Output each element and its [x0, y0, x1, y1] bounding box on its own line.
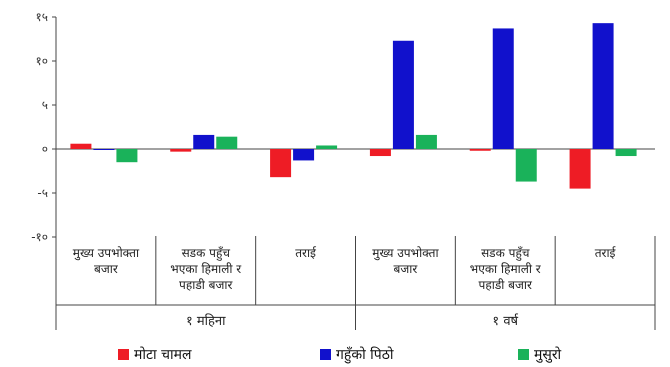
x-tick-label-line: पहाडी बजार — [179, 278, 234, 292]
bar — [293, 149, 315, 161]
bar — [93, 149, 115, 150]
x-tick-label: सडक पहुँच भएका हिमाली र पहाडी बजार — [170, 246, 242, 292]
legend-label: मुसुरो — [534, 346, 562, 363]
bar — [415, 134, 437, 149]
x-tick-label-line: मुख्य उपभोक्ता — [372, 246, 439, 261]
chart-legend: मोटा चामल गहुँको पिठो मुसुरो — [118, 346, 562, 364]
bar — [515, 149, 537, 182]
bar — [615, 149, 637, 157]
chart-bars — [70, 23, 637, 189]
x-tick-label-line: बजार — [394, 262, 419, 276]
bar — [116, 149, 138, 163]
x-tick-label: मुख्य उपभोक्ता बजार — [372, 246, 439, 276]
y-tick-label: १० — [36, 54, 48, 68]
bar — [369, 149, 391, 157]
chart-axes: १५ १० ५ ० -५ -१० — [31, 10, 656, 330]
legend-swatch — [118, 349, 129, 360]
group-label: १ महिना — [186, 313, 226, 329]
x-tick-label-line: तराई — [295, 246, 317, 260]
x-tick-label: तराई — [595, 246, 617, 260]
bar — [569, 149, 591, 189]
bar — [469, 149, 491, 151]
x-tick-label-line: सडक पहुँच — [182, 246, 231, 261]
bar — [216, 136, 238, 149]
bar — [170, 149, 192, 152]
x-tick-label-line: बजार — [94, 262, 119, 276]
x-tick-label-line: पहाडी बजार — [479, 278, 534, 292]
legend-swatch — [320, 349, 331, 360]
bar — [193, 134, 215, 149]
y-tick-label: -१० — [31, 230, 48, 244]
y-tick-label: १५ — [36, 10, 48, 24]
y-tick-label: ० — [42, 142, 48, 156]
legend-swatch — [518, 349, 529, 360]
bar — [492, 28, 514, 149]
bar — [270, 149, 292, 178]
x-tick-label: तराई — [295, 246, 317, 260]
y-tick-label: ५ — [42, 98, 48, 112]
x-tick-label: सडक पहुँच भएका हिमाली र पहाडी बजार — [470, 246, 542, 292]
legend-label: गहुँको पिठो — [336, 346, 394, 364]
x-tick-label-line: तराई — [595, 246, 617, 260]
bar — [592, 23, 614, 149]
x-tick-label-line: सडक पहुँच — [481, 246, 530, 261]
x-tick-label-line: भएका हिमाली र — [170, 262, 242, 276]
bar — [316, 145, 338, 149]
x-tick-label-line: मुख्य उपभोक्ता — [73, 246, 140, 261]
group-label: १ वर्ष — [492, 313, 519, 329]
x-tick-label-line: भएका हिमाली र — [470, 262, 542, 276]
bar — [392, 40, 414, 150]
legend-label: मोटा चामल — [134, 346, 192, 363]
x-tick-label: मुख्य उपभोक्ता बजार — [73, 246, 140, 276]
y-tick-label: -५ — [37, 186, 48, 200]
bar — [70, 143, 92, 149]
